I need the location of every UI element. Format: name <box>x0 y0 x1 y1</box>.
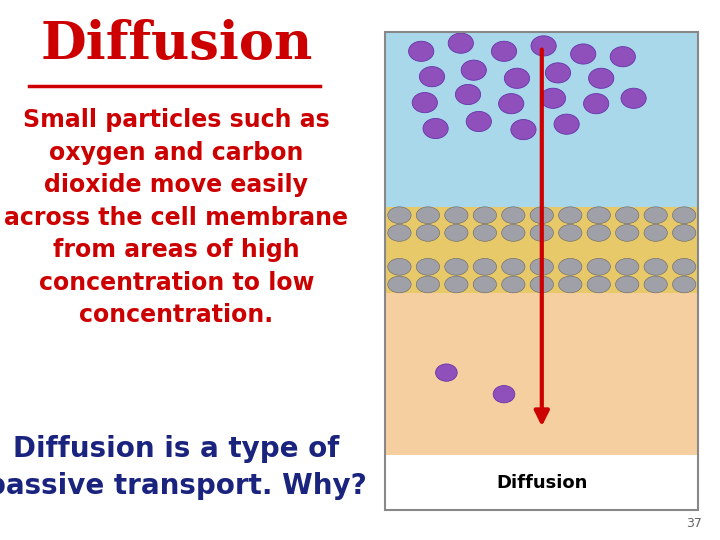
Ellipse shape <box>388 276 411 293</box>
Ellipse shape <box>554 114 579 134</box>
Ellipse shape <box>502 259 525 275</box>
Ellipse shape <box>409 41 433 62</box>
Ellipse shape <box>587 207 611 224</box>
Ellipse shape <box>473 207 497 224</box>
Text: Diffusion is a type of
passive transport. Why?: Diffusion is a type of passive transport… <box>0 435 366 500</box>
Ellipse shape <box>462 60 487 80</box>
Text: Diffusion: Diffusion <box>40 19 312 70</box>
Ellipse shape <box>644 276 667 293</box>
Ellipse shape <box>473 225 497 241</box>
Ellipse shape <box>616 207 639 224</box>
Ellipse shape <box>570 44 596 64</box>
Ellipse shape <box>510 119 536 140</box>
Ellipse shape <box>588 68 613 89</box>
Ellipse shape <box>587 259 611 275</box>
Ellipse shape <box>672 276 696 293</box>
Ellipse shape <box>587 276 611 293</box>
Bar <box>385 32 698 510</box>
Ellipse shape <box>502 207 525 224</box>
Ellipse shape <box>445 259 468 275</box>
Ellipse shape <box>498 93 523 114</box>
Ellipse shape <box>530 276 554 293</box>
Ellipse shape <box>616 259 639 275</box>
Ellipse shape <box>388 259 411 275</box>
Ellipse shape <box>455 84 481 105</box>
Ellipse shape <box>644 225 667 241</box>
Ellipse shape <box>423 118 448 139</box>
Ellipse shape <box>616 276 639 293</box>
Ellipse shape <box>412 92 438 113</box>
Ellipse shape <box>502 276 525 293</box>
Ellipse shape <box>416 276 440 293</box>
Ellipse shape <box>445 207 468 224</box>
Ellipse shape <box>473 259 497 275</box>
Ellipse shape <box>388 207 411 224</box>
Ellipse shape <box>616 225 639 241</box>
Ellipse shape <box>644 259 667 275</box>
Ellipse shape <box>419 66 445 87</box>
Text: 37: 37 <box>686 517 702 530</box>
Ellipse shape <box>448 33 474 53</box>
Ellipse shape <box>559 259 582 275</box>
Bar <box>385 293 698 455</box>
Bar <box>385 455 698 510</box>
Ellipse shape <box>467 111 492 132</box>
Ellipse shape <box>587 225 611 241</box>
Ellipse shape <box>416 259 440 275</box>
Ellipse shape <box>546 63 571 83</box>
Ellipse shape <box>493 386 515 403</box>
Ellipse shape <box>388 225 411 241</box>
Ellipse shape <box>621 88 647 109</box>
Ellipse shape <box>583 93 609 114</box>
Ellipse shape <box>473 276 497 293</box>
Ellipse shape <box>540 88 566 109</box>
Ellipse shape <box>445 276 468 293</box>
Ellipse shape <box>491 41 516 62</box>
Ellipse shape <box>504 68 530 89</box>
Ellipse shape <box>672 225 696 241</box>
Ellipse shape <box>530 225 554 241</box>
Ellipse shape <box>502 225 525 241</box>
Ellipse shape <box>610 46 635 67</box>
Ellipse shape <box>436 364 457 381</box>
Ellipse shape <box>416 207 440 224</box>
Bar <box>385 207 698 293</box>
Ellipse shape <box>445 225 468 241</box>
Ellipse shape <box>559 225 582 241</box>
Ellipse shape <box>644 207 667 224</box>
Text: Diffusion: Diffusion <box>496 474 588 492</box>
Ellipse shape <box>531 36 557 56</box>
Ellipse shape <box>559 207 582 224</box>
Text: Small particles such as
oxygen and carbon
dioxide move easily
across the cell me: Small particles such as oxygen and carbo… <box>4 108 348 327</box>
Ellipse shape <box>672 259 696 275</box>
Ellipse shape <box>530 207 554 224</box>
Bar <box>385 32 698 207</box>
Ellipse shape <box>530 259 554 275</box>
Ellipse shape <box>416 225 440 241</box>
Ellipse shape <box>672 207 696 224</box>
Ellipse shape <box>559 276 582 293</box>
